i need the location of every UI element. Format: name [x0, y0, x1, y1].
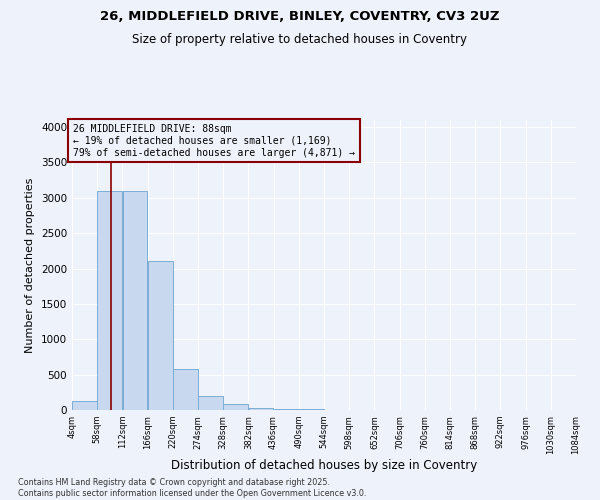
Bar	[274, 409, 299, 410]
Bar	[248, 408, 274, 410]
Bar	[198, 396, 223, 410]
Bar	[173, 369, 198, 410]
Text: 26, MIDDLEFIELD DRIVE, BINLEY, COVENTRY, CV3 2UZ: 26, MIDDLEFIELD DRIVE, BINLEY, COVENTRY,…	[100, 10, 500, 23]
Bar	[97, 190, 122, 410]
Text: Size of property relative to detached houses in Coventry: Size of property relative to detached ho…	[133, 32, 467, 46]
Y-axis label: Number of detached properties: Number of detached properties	[25, 178, 35, 352]
Bar	[122, 190, 148, 410]
X-axis label: Distribution of detached houses by size in Coventry: Distribution of detached houses by size …	[171, 460, 477, 472]
Text: 26 MIDDLEFIELD DRIVE: 88sqm
← 19% of detached houses are smaller (1,169)
79% of : 26 MIDDLEFIELD DRIVE: 88sqm ← 19% of det…	[73, 124, 355, 158]
Text: Contains HM Land Registry data © Crown copyright and database right 2025.
Contai: Contains HM Land Registry data © Crown c…	[18, 478, 367, 498]
Bar	[223, 404, 248, 410]
Bar	[72, 401, 97, 410]
Bar	[148, 262, 173, 410]
